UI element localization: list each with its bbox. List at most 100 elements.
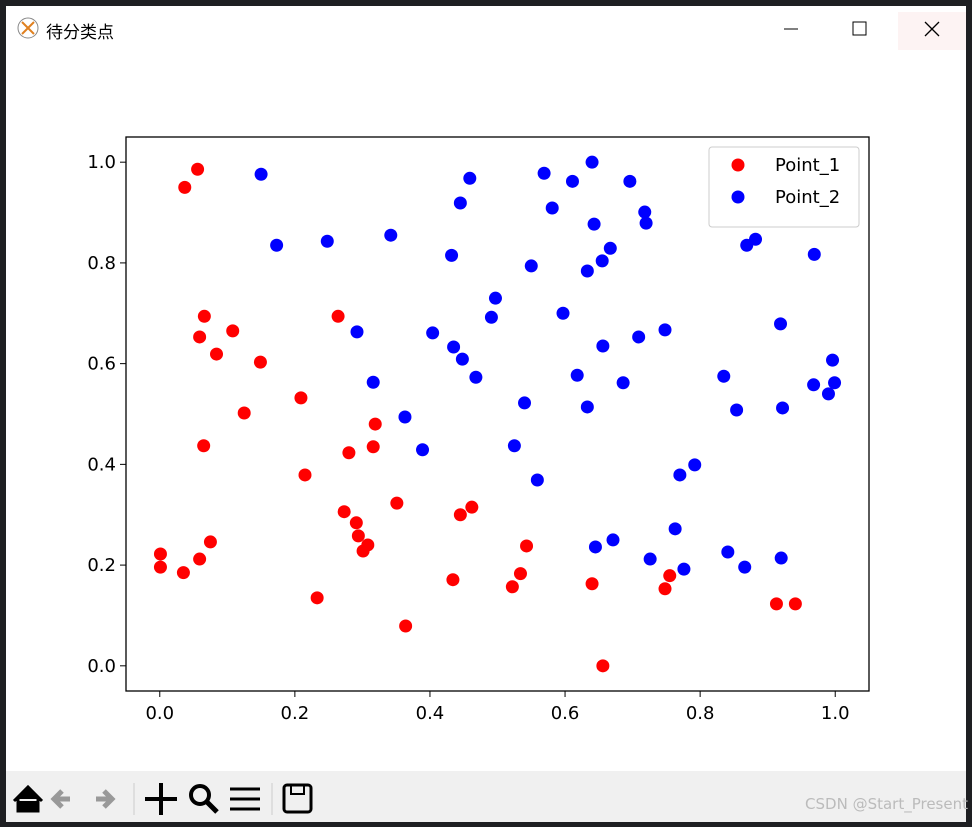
back-button[interactable] — [50, 789, 70, 809]
maximize-button[interactable] — [852, 21, 867, 36]
point — [193, 330, 207, 344]
point — [788, 597, 802, 611]
zoom-button[interactable] — [189, 784, 211, 806]
point — [426, 326, 440, 340]
point — [488, 291, 502, 305]
point — [505, 580, 519, 594]
point — [721, 545, 735, 559]
point — [595, 254, 609, 268]
point — [254, 167, 268, 181]
point — [776, 401, 790, 415]
point — [384, 228, 398, 242]
point — [270, 238, 284, 252]
pan-button[interactable] — [145, 783, 177, 815]
point — [455, 352, 469, 366]
point — [331, 309, 345, 323]
point — [465, 500, 479, 514]
point — [484, 310, 498, 324]
chart: 0.0 0.2 0.4 0.6 0.8 1.0 0.0 0.2 0.4 0.6 0.8 1.0 Poin… — [87, 136, 870, 724]
point — [342, 446, 356, 460]
point — [585, 155, 599, 169]
point — [717, 369, 731, 383]
point — [356, 544, 370, 558]
point — [178, 180, 192, 194]
point — [632, 330, 646, 344]
point — [203, 535, 217, 549]
point — [616, 376, 630, 390]
legend — [708, 146, 860, 228]
point — [518, 396, 532, 410]
point — [588, 540, 602, 554]
point — [580, 264, 594, 278]
x-tick-label: 0.6 — [551, 703, 580, 724]
title-bar: 待分类点 — [6, 6, 966, 50]
point — [416, 443, 430, 457]
point — [673, 468, 687, 482]
point — [603, 241, 617, 255]
point — [193, 552, 207, 566]
y-tick-label: 0.4 — [87, 454, 116, 475]
y-tick-label: 0.0 — [87, 656, 116, 677]
point — [226, 324, 240, 338]
point — [638, 205, 652, 219]
x-tick-label: 0.2 — [281, 703, 310, 724]
point — [585, 577, 599, 591]
point — [821, 387, 835, 401]
point — [623, 174, 637, 188]
x-tick-label: 0.0 — [145, 703, 174, 724]
point — [298, 468, 312, 482]
point — [446, 573, 460, 587]
forward-button[interactable] — [96, 789, 116, 809]
point — [774, 317, 788, 331]
point — [556, 306, 570, 320]
point — [807, 247, 821, 261]
point — [366, 375, 380, 389]
point — [513, 567, 527, 581]
point — [530, 473, 544, 487]
y-tick-label: 1.0 — [87, 152, 116, 173]
watermark: CSDN @Start_Present — [805, 795, 968, 813]
point — [828, 376, 842, 390]
point — [390, 496, 404, 510]
y-tick-label: 0.8 — [87, 253, 116, 274]
point — [366, 440, 380, 454]
point — [807, 378, 821, 392]
close-icon — [924, 21, 940, 37]
point — [688, 458, 702, 472]
point — [453, 508, 467, 522]
save-button[interactable] — [282, 783, 313, 814]
point — [153, 560, 167, 574]
legend-marker — [731, 190, 745, 204]
point — [197, 309, 211, 323]
toolbar-icons — [12, 783, 313, 815]
point — [253, 355, 267, 369]
point — [565, 174, 579, 188]
point — [294, 391, 308, 405]
home-button[interactable] — [12, 784, 44, 813]
point — [210, 347, 224, 361]
point — [570, 368, 584, 382]
point — [453, 196, 467, 210]
configure-button[interactable] — [230, 787, 260, 811]
app-icon-mark — [21, 21, 35, 35]
point — [606, 533, 620, 547]
point — [337, 505, 351, 519]
point — [537, 166, 551, 180]
point — [545, 201, 559, 215]
point — [237, 406, 251, 420]
point — [643, 552, 657, 566]
point — [153, 547, 167, 561]
close-button[interactable] — [898, 12, 966, 50]
y-tick-label: 0.6 — [87, 354, 116, 375]
point — [774, 551, 788, 565]
window-title: 待分类点 — [46, 23, 114, 43]
point — [738, 560, 752, 574]
point — [587, 217, 601, 231]
point — [399, 619, 413, 633]
x-tick-label: 1.0 — [821, 703, 850, 724]
title-icons — [17, 12, 966, 50]
point — [349, 516, 363, 530]
point — [749, 232, 763, 246]
legend-label: Point_1 — [775, 155, 840, 176]
y-tick-label: 0.2 — [87, 555, 116, 576]
